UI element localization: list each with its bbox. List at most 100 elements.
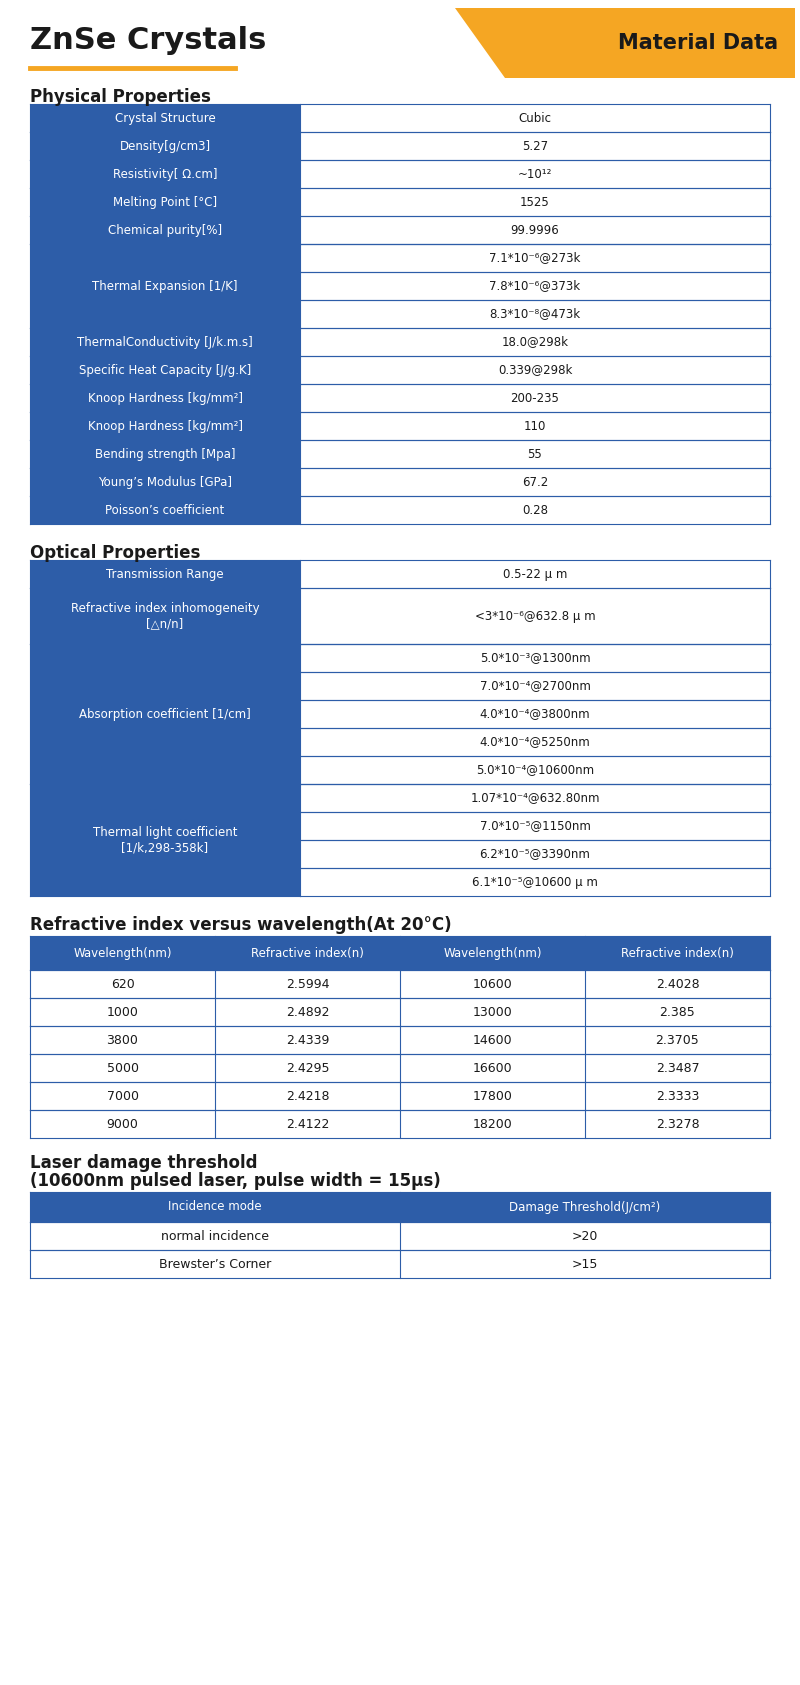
Bar [300, 588, 770, 644]
Bar [300, 495, 770, 524]
Bar [30, 131, 300, 160]
Text: Density[g/cm3]: Density[g/cm3] [119, 140, 210, 153]
Text: Brewster’s Corner: Brewster’s Corner [159, 1257, 271, 1270]
Text: Bending strength [Mpa]: Bending strength [Mpa] [94, 448, 235, 460]
Text: 5000: 5000 [106, 1062, 138, 1075]
Text: Cubic: Cubic [518, 111, 551, 125]
Text: Poisson’s coefficient: Poisson’s coefficient [106, 504, 225, 517]
Polygon shape [455, 8, 795, 78]
Text: Refractive index(n): Refractive index(n) [621, 947, 734, 959]
Text: 110: 110 [524, 420, 546, 433]
Bar [30, 440, 300, 468]
Text: Optical Properties: Optical Properties [30, 544, 200, 563]
Text: ~10¹²: ~10¹² [518, 167, 552, 180]
Bar [400, 1055, 585, 1082]
Bar [300, 160, 770, 189]
Bar [400, 1026, 585, 1055]
Bar [30, 1250, 400, 1277]
Bar [585, 998, 770, 1026]
Bar [215, 1026, 400, 1055]
Text: 0.28: 0.28 [522, 504, 548, 517]
Text: 3800: 3800 [106, 1033, 138, 1046]
Bar [400, 1222, 770, 1250]
Text: 620: 620 [110, 977, 134, 991]
Text: Physical Properties: Physical Properties [30, 88, 211, 106]
Text: 2.3333: 2.3333 [656, 1090, 699, 1102]
Text: 99.9996: 99.9996 [510, 224, 559, 236]
Bar [300, 784, 770, 812]
Bar [300, 329, 770, 356]
Bar [300, 812, 770, 841]
Text: Melting Point [°C]: Melting Point [°C] [113, 195, 217, 209]
Text: Laser damage threshold: Laser damage threshold [30, 1154, 258, 1173]
Bar [585, 1110, 770, 1137]
Text: 5.0*10⁻³@1300nm: 5.0*10⁻³@1300nm [480, 652, 590, 664]
Bar [400, 998, 585, 1026]
Bar [585, 1055, 770, 1082]
Text: Refractive index inhomogeneity
[△n/n]: Refractive index inhomogeneity [△n/n] [70, 602, 259, 630]
Text: Wavelength(nm): Wavelength(nm) [443, 947, 542, 959]
Bar [30, 559, 300, 588]
Text: Wavelength(nm): Wavelength(nm) [74, 947, 172, 959]
Bar [30, 356, 300, 384]
Text: 200-235: 200-235 [510, 391, 559, 404]
Bar [30, 784, 300, 896]
Text: 2.385: 2.385 [660, 1006, 695, 1018]
Text: 5.0*10⁻⁴@10600nm: 5.0*10⁻⁴@10600nm [476, 763, 594, 777]
Bar [30, 644, 300, 784]
Bar [300, 384, 770, 413]
Bar [400, 1250, 770, 1277]
Bar [215, 1110, 400, 1137]
Text: Knoop Hardness [kg/mm²]: Knoop Hardness [kg/mm²] [87, 391, 242, 404]
Bar [30, 1026, 215, 1055]
Bar [300, 757, 770, 784]
Bar [215, 935, 400, 971]
Text: (10600nm pulsed laser, pulse width = 15μs): (10600nm pulsed laser, pulse width = 15μ… [30, 1173, 441, 1190]
Text: Thermal light coefficient
[1/k,298-358k]: Thermal light coefficient [1/k,298-358k] [93, 826, 238, 854]
Bar [585, 935, 770, 971]
Bar [300, 104, 770, 131]
Text: 4.0*10⁻⁴@5250nm: 4.0*10⁻⁴@5250nm [480, 735, 590, 748]
Text: 4.0*10⁻⁴@3800nm: 4.0*10⁻⁴@3800nm [480, 708, 590, 721]
Bar [400, 1082, 585, 1110]
Bar [30, 384, 300, 413]
Bar [30, 1055, 215, 1082]
Bar [300, 356, 770, 384]
Bar [400, 1191, 770, 1222]
Text: 7.0*10⁻⁵@1150nm: 7.0*10⁻⁵@1150nm [479, 819, 590, 832]
Bar [300, 131, 770, 160]
Text: >15: >15 [572, 1257, 598, 1270]
Bar [300, 699, 770, 728]
Text: Refractive index versus wavelength(At 20°C): Refractive index versus wavelength(At 20… [30, 917, 452, 933]
Text: Thermal Expansion [1/K]: Thermal Expansion [1/K] [92, 280, 238, 293]
Bar [30, 244, 300, 329]
Text: 1000: 1000 [106, 1006, 138, 1018]
Text: ZnSe Crystals: ZnSe Crystals [30, 25, 266, 54]
Bar [30, 998, 215, 1026]
Text: 14600: 14600 [473, 1033, 512, 1046]
Bar [30, 329, 300, 356]
Text: Incidence mode: Incidence mode [168, 1200, 262, 1213]
Text: 10600: 10600 [473, 977, 512, 991]
Bar [400, 1110, 585, 1137]
Text: Specific Heat Capacity [J/g.K]: Specific Heat Capacity [J/g.K] [79, 364, 251, 376]
Bar [215, 1082, 400, 1110]
Bar [300, 559, 770, 588]
Bar [400, 935, 585, 971]
Text: Refractive index(n): Refractive index(n) [251, 947, 364, 959]
Bar [30, 468, 300, 495]
Text: Crystal Structure: Crystal Structure [114, 111, 215, 125]
Text: 2.4339: 2.4339 [286, 1033, 329, 1046]
Text: 2.5994: 2.5994 [286, 977, 330, 991]
Bar [300, 216, 770, 244]
Text: 7.0*10⁻⁴@2700nm: 7.0*10⁻⁴@2700nm [479, 679, 590, 693]
Text: 0.339@298k: 0.339@298k [498, 364, 572, 376]
Text: Resistivity[ Ω.cm]: Resistivity[ Ω.cm] [113, 167, 218, 180]
Bar [300, 868, 770, 896]
Text: 6.1*10⁻⁵@10600 μ m: 6.1*10⁻⁵@10600 μ m [472, 876, 598, 888]
Text: Absorption coefficient [1/cm]: Absorption coefficient [1/cm] [79, 708, 251, 721]
Text: 7.8*10⁻⁶@373k: 7.8*10⁻⁶@373k [490, 280, 581, 293]
Bar [300, 841, 770, 868]
Text: 7.1*10⁻⁶@273k: 7.1*10⁻⁶@273k [490, 251, 581, 265]
Text: 17800: 17800 [473, 1090, 513, 1102]
